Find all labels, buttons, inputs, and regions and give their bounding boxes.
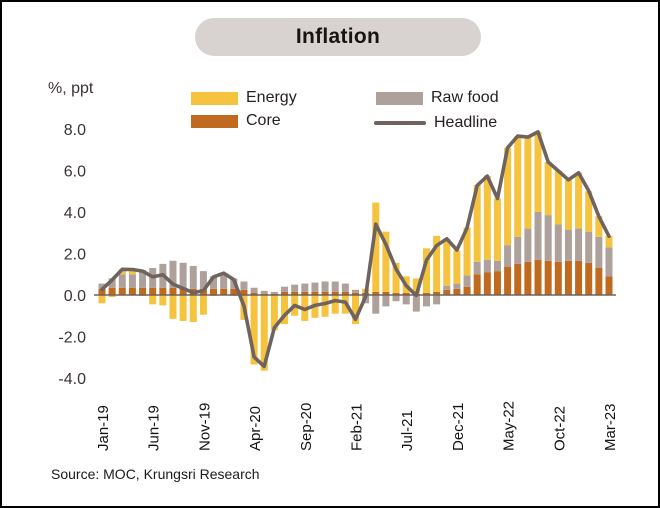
headline-line-swatch-icon	[374, 121, 426, 125]
svg-text:Apr-20: Apr-20	[247, 406, 264, 451]
title-pill: Inflation	[195, 18, 481, 56]
legend-item-energy: Energy	[191, 89, 297, 107]
energy-swatch-icon	[191, 91, 238, 105]
svg-text:0.0: 0.0	[64, 288, 86, 305]
legend-item-headline: Headline	[374, 114, 497, 132]
svg-text:Nov-19: Nov-19	[196, 403, 213, 451]
legend-label-core: Core	[246, 112, 281, 129]
svg-text:-4.0: -4.0	[58, 371, 86, 388]
svg-text:6.0: 6.0	[64, 164, 86, 181]
source-note: Source: MOC, Krungsri Research	[51, 466, 260, 482]
legend-item-core: Core	[191, 112, 281, 130]
raw-food-swatch-icon	[376, 91, 423, 105]
legend-label-energy: Energy	[246, 89, 297, 106]
legend-label-headline: Headline	[434, 114, 498, 131]
svg-text:Dec-21: Dec-21	[450, 403, 467, 451]
svg-text:Oct-22: Oct-22	[551, 406, 568, 451]
svg-text:May-22: May-22	[501, 401, 518, 451]
svg-text:8.0: 8.0	[64, 122, 86, 139]
legend-item-raw-food: Raw food	[376, 89, 499, 107]
svg-text:-2.0: -2.0	[58, 330, 86, 347]
core-swatch-icon	[191, 114, 238, 128]
svg-text:Jun-19: Jun-19	[146, 405, 163, 451]
svg-text:4.0: 4.0	[64, 205, 86, 222]
svg-text:Sep-20: Sep-20	[298, 403, 315, 451]
legend-label-raw-food: Raw food	[431, 89, 499, 106]
svg-text:Jul-21: Jul-21	[399, 410, 416, 451]
svg-text:Mar-23: Mar-23	[602, 403, 619, 451]
svg-text:2.0: 2.0	[64, 247, 86, 264]
y-axis-unit-label: %, ppt	[48, 80, 94, 97]
page-title: Inflation	[295, 25, 381, 48]
svg-text:Jan-19: Jan-19	[95, 405, 112, 451]
svg-text:Feb-21: Feb-21	[349, 403, 366, 451]
